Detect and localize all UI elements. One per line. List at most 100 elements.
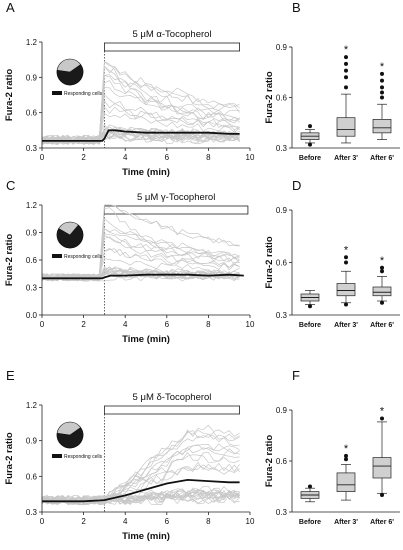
outlier-point [380,85,384,90]
cell-trace [41,491,240,505]
significance-marker: * [380,255,385,267]
panel-letter-box: D [292,178,301,193]
outlier-point [380,265,384,270]
mean-trace [42,273,244,280]
panel-letter: A [6,0,15,15]
legend-label: Responding cells [64,254,103,260]
box-3: * [372,61,392,140]
box-1 [300,484,320,503]
legend-label: Responding cells [64,454,103,460]
x-axis-label: Time (min) [122,334,170,345]
y-tick-label: 0.3 [26,144,38,153]
x-tick-label: 8 [206,153,211,162]
outlier-point [308,484,312,489]
box-iqr [372,286,392,297]
panel-row-1: A 5 μM α-Tocopherol 0.3 0.6 0.9 1.2 0 2 4 6 8 10 Tim… [4,0,400,178]
box-1 [300,290,320,309]
box-iqr [336,117,356,137]
box-y-axis-label: Fura-2 ratio [264,236,275,288]
x-axis-label: Time (min) [122,167,170,178]
x-tick-label: 10 [246,153,255,162]
legend-label: Responding cells [64,91,103,97]
outlier-point [380,300,384,305]
y-tick-label: 0.9 [26,229,38,238]
significance-marker: * [380,61,385,73]
stimulus-bar [104,405,240,415]
y-tick-label: 0.9 [26,437,38,446]
significance-marker: * [344,244,349,256]
box-2: * [336,244,356,307]
box-y-tick-label: 0.3 [276,311,288,320]
outlier-point [344,260,348,265]
y-tick-label: 0.9 [26,73,38,82]
x-tick-label: 6 [165,517,170,526]
x-tick-label: 0 [40,153,45,162]
x-tick-label: 2 [81,517,86,526]
box-y-axis-label: Fura-2 ratio [264,71,275,123]
outlier-point [308,124,312,129]
x-tick-label: 4 [123,517,128,526]
outlier-point [344,85,348,90]
x-tick-label: 10 [246,517,255,526]
box-category-label: Before [299,519,321,526]
box-iqr [336,472,356,492]
significance-marker: * [380,406,385,418]
pie-responding [56,64,84,86]
box-category-label: After 3' [334,155,358,162]
outlier-point [344,75,348,80]
outlier-point [344,457,348,462]
box-3: * [372,406,392,497]
box-y-tick-label: 0.3 [276,144,288,153]
outlier-point [308,304,312,309]
box-2: * [336,44,356,144]
box-iqr [372,457,392,479]
box-y-tick-label: 0.6 [276,259,288,268]
y-tick-label: 1.2 [26,38,38,47]
y-axis-label: Fura-2 ratio [4,432,15,484]
box-category-label: Before [299,322,321,329]
y-tick-label: 1.2 [26,401,38,410]
outlier-point [380,71,384,76]
mean-trace [42,129,240,142]
box-2: * [336,443,356,501]
y-tick-label: 0.6 [26,256,38,265]
cell-trace [41,491,240,506]
cell-trace [41,485,240,506]
box-category-label: After 6' [370,322,394,329]
box-iqr [336,283,356,297]
y-axis-label: Fura-2 ratio [4,69,15,121]
stimulus-bar [104,42,240,52]
y-tick-label: 0.6 [26,109,38,118]
x-tick-label: 4 [123,320,128,329]
y-tick-label: 0.0 [26,311,38,320]
cell-trace [41,447,240,505]
outlier-point [380,416,384,421]
box-y-axis-label: Fura-2 ratio [264,435,275,487]
box-1 [300,124,320,147]
x-tick-label: 10 [246,320,255,329]
x-tick-label: 8 [206,320,211,329]
stimulus-bar [104,205,249,215]
treatment-label: 5 μM δ-Tocopherol [133,392,212,403]
outlier-point [380,95,384,100]
box-y-tick-label: 0.9 [276,206,288,215]
y-axis-label: Fura-2 ratio [4,234,15,286]
outlier-point [344,68,348,73]
x-tick-label: 2 [81,320,86,329]
cell-trace [41,133,240,145]
y-tick-label: 0.3 [26,508,38,517]
panel-row-2: C 5 μM γ-Tocopherol 0.0 0.3 0.6 0.9 1.2 0 2 4 6 8 10… [4,178,400,345]
outlier-point [308,142,312,147]
pie-responding [56,224,84,249]
y-tick-label: 0.6 [26,472,38,481]
significance-marker: * [344,44,349,56]
x-tick-label: 4 [123,153,128,162]
significance-marker: * [344,443,349,455]
box-iqr [372,119,392,134]
panel-letter: E [6,368,15,383]
y-tick-label: 0.3 [26,284,38,293]
y-tick-label: 1.2 [26,201,38,210]
treatment-label: 5 μM γ-Tocopherol [137,192,215,203]
box-y-tick-label: 0.6 [276,94,288,103]
